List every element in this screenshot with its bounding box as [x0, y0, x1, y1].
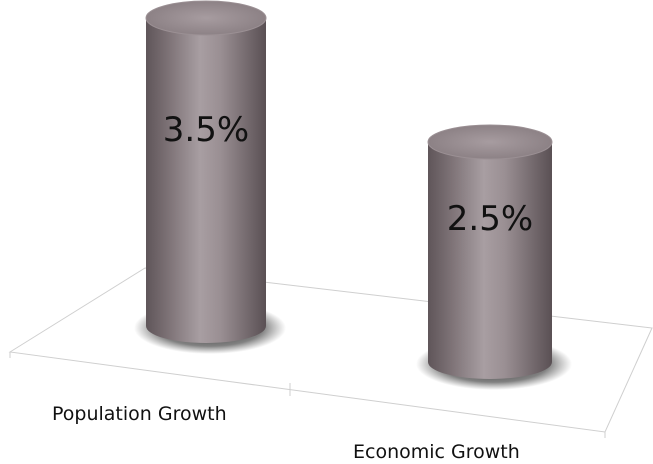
- floor-plane: [8, 267, 653, 433]
- value-label-population-growth: 3.5%: [163, 110, 249, 150]
- category-label-population-growth: Population Growth: [52, 403, 227, 425]
- bar-top: [427, 124, 553, 160]
- bar-population-growth: 3.5%: [134, 0, 286, 354]
- bar-economic-growth: 2.5%: [416, 124, 572, 390]
- bar-body: [428, 142, 552, 379]
- value-label-economic-growth: 2.5%: [447, 199, 533, 239]
- bar-top: [145, 0, 267, 36]
- bars-layer: 3.5% 2.5%: [134, 0, 572, 390]
- bar-body: [146, 18, 266, 343]
- category-label-economic-growth: Economic Growth: [353, 441, 520, 463]
